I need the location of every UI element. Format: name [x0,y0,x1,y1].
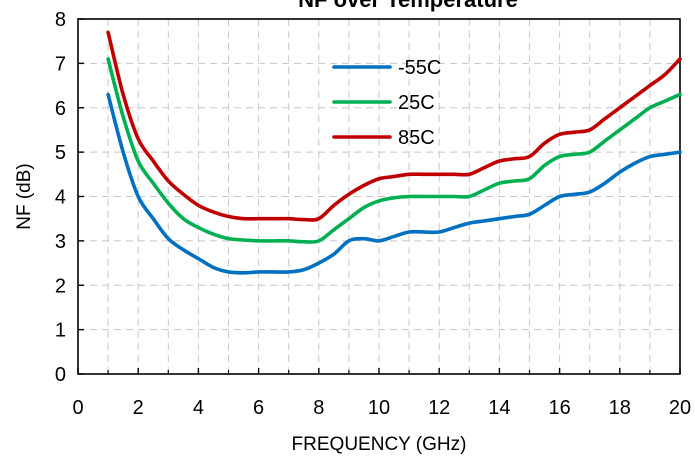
x-tick-label: 18 [609,397,631,419]
x-axis-label: FREQUENCY (GHz) [292,434,467,455]
legend-label: -55C [398,57,441,79]
x-tick-label: 6 [253,397,264,419]
y-axis-ticks: 0 1 2 3 4 5 6 7 8 [55,9,84,386]
legend: -55C 25C 85C [332,57,441,149]
x-tick-label: 10 [368,397,390,419]
x-tick-label: 0 [72,397,83,419]
chart-title: NF over Temperature [298,0,518,12]
legend-label: 85C [398,127,435,149]
x-tick-label: 8 [313,397,324,419]
y-tick-label: 2 [55,275,66,297]
x-tick-label: 12 [428,397,450,419]
legend-label: 25C [398,92,435,114]
series-line-55c [106,92,682,275]
y-tick-label: 6 [55,98,66,120]
series-line-25c [106,57,682,244]
y-axis-label: NF (dB) [14,163,35,230]
x-tick-label: 20 [669,397,691,419]
y-tick-label: 0 [55,364,66,386]
y-tick-label: 5 [55,142,66,164]
series-line-85c [106,30,682,222]
x-tick-label: 14 [488,397,510,419]
x-tick-label: 16 [548,397,570,419]
series-lines [106,30,682,275]
x-tick-label: 2 [133,397,144,419]
y-tick-label: 1 [55,320,66,342]
grid-lines [78,19,680,374]
x-tick-label: 4 [193,397,204,419]
x-axis-ticks: 0 2 4 6 8 10 12 14 16 18 20 [72,368,691,419]
y-tick-label: 7 [55,53,66,75]
y-tick-label: 4 [55,187,66,209]
y-tick-label: 3 [55,231,66,253]
y-tick-label: 8 [55,9,66,31]
